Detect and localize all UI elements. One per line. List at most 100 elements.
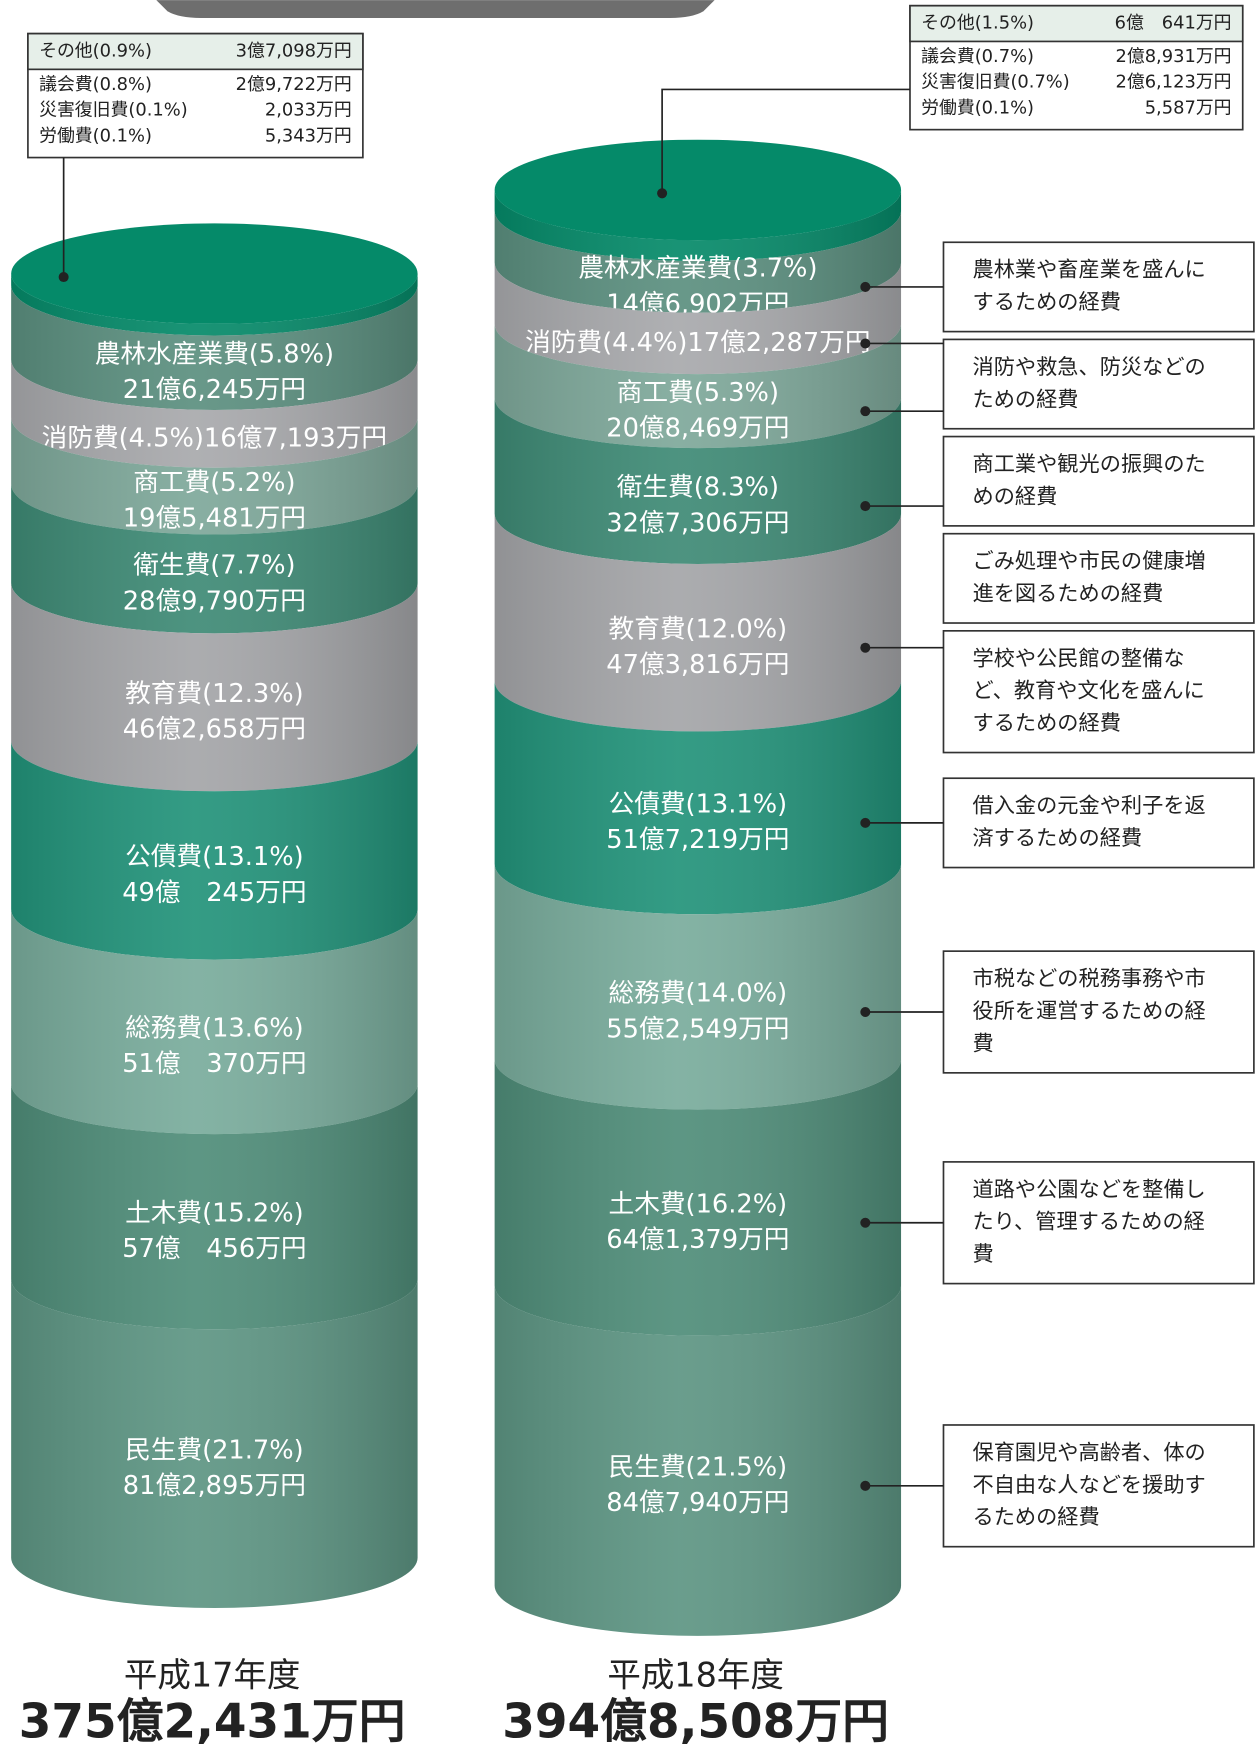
segment-amount: 28億9,790万円: [123, 586, 306, 616]
breakdown-item-amount: 5,343万円: [265, 125, 352, 146]
description-text: めの経費: [973, 484, 1058, 509]
description-text: るための経費: [973, 1505, 1100, 1530]
segment-amount: 81億2,895万円: [123, 1471, 306, 1501]
description-box: [942, 950, 1255, 1074]
description-box: [942, 1161, 1255, 1285]
segment-shade: [11, 273, 418, 336]
description-box: [942, 241, 1255, 333]
description-text: 進を図るための経費: [973, 582, 1164, 607]
segment-shade: [11, 741, 418, 960]
breakdown-item: 議会費(0.7%): [921, 46, 1034, 67]
segment-amount: 20億8,469万円: [606, 414, 789, 444]
segment-label: 農林水産業費(5.8%): [95, 339, 334, 369]
callout-dot: [860, 338, 871, 349]
description-text: 市税などの税務事務や市: [973, 967, 1206, 992]
description-text: 保育園児や高齢者、体の: [973, 1440, 1206, 1465]
description-text: 農林業や畜産業を盛んに: [973, 258, 1206, 283]
segment-label: 商工費(5.2%): [133, 468, 295, 498]
description-text: するための経費: [973, 711, 1121, 736]
callout-dot: [860, 501, 871, 512]
breakdown-item-amount: 2億9,722万円: [236, 74, 352, 95]
breakdown-item-amount: 2,033万円: [265, 100, 352, 121]
segment-shade: [11, 1279, 418, 1608]
segment-amount: 19億5,481万円: [123, 503, 306, 533]
segment-shade: [11, 583, 418, 792]
segment-shade: [494, 323, 902, 449]
description-box: [942, 629, 1255, 754]
description-text: 役所を運営するための経: [973, 999, 1206, 1024]
callout-line: [661, 88, 910, 194]
segment-amount: 47億3,816万円: [606, 650, 789, 680]
segment-shade: [494, 1285, 902, 1636]
segment-shade: [494, 1059, 902, 1336]
segment-amount: 49億 245万円: [122, 878, 306, 908]
breakdown-header: [909, 4, 1244, 43]
breakdown-item: 災害復旧費(0.7%): [921, 72, 1070, 93]
breakdown-title: その他(1.5%): [921, 13, 1034, 34]
description-text: たり、管理するための経: [973, 1210, 1205, 1235]
segment-label: 土木費(16.2%): [609, 1189, 788, 1219]
year-label: 平成18年度: [607, 1656, 784, 1695]
description-text: 借入金の元金や利子を返: [973, 794, 1206, 819]
segment-amount: 55億2,549万円: [606, 1014, 789, 1044]
callout-dot: [860, 1006, 871, 1018]
callout-dot: [860, 817, 871, 828]
breakdown-item: 労働費(0.1%): [39, 125, 152, 146]
segment-label: 公債費(13.1%): [609, 790, 788, 820]
description-text: ための経費: [973, 387, 1079, 412]
segment-shade: [494, 397, 902, 564]
callout-dot: [58, 272, 69, 283]
segment-shade: [494, 513, 902, 732]
description-box: [942, 338, 1255, 430]
segment-shade: [11, 484, 418, 634]
description-text: 費: [973, 1242, 994, 1267]
total-amount: 375億2,431万円: [19, 1695, 406, 1750]
segment-amount: 51億 370万円: [122, 1049, 306, 1079]
description-text: 学校や公民館の整備な: [973, 646, 1185, 671]
segment-shade: [11, 285, 418, 410]
breakdown-title: その他(0.9%): [39, 40, 152, 61]
segment-shade: [494, 681, 902, 915]
callout-dot: [860, 281, 871, 292]
segment-label: 農林水産業費(3.7%): [578, 254, 817, 284]
description-box: [942, 532, 1255, 624]
description-box: [942, 1424, 1255, 1548]
description-text: 道路や公園などを整備し: [973, 1177, 1206, 1202]
breakdown-item: 災害復旧費(0.1%): [39, 100, 188, 121]
segment-amount: 46億2,658万円: [123, 715, 306, 745]
segment-label: 消防費(4.5%)16億7,193万円: [42, 423, 387, 453]
segment-label: 教育費(12.3%): [125, 679, 304, 709]
segment-label: 公債費(13.1%): [125, 842, 304, 872]
callout-dot: [860, 1480, 871, 1491]
header-shadow: [156, 0, 715, 18]
segment-amount: 21億6,245万円: [123, 375, 306, 405]
segment-amount: 64億1,379万円: [606, 1225, 789, 1255]
segment-label: 土木費(15.2%): [125, 1198, 304, 1228]
callout-dot: [860, 1217, 871, 1228]
description-text: 済するための経費: [973, 826, 1143, 851]
segment-label: 商工費(5.3%): [617, 378, 779, 408]
segment-label: 教育費(12.0%): [609, 614, 788, 644]
description-text: 商工業や観光の振興のた: [973, 452, 1206, 477]
segment-amount: 84億7,940万円: [606, 1488, 789, 1518]
segment-amount: 51億7,219万円: [606, 825, 789, 855]
segment-shade: [494, 210, 902, 313]
segment-shade: [11, 359, 418, 468]
description-text: 費: [973, 1031, 994, 1056]
segment-label: 民生費(21.7%): [125, 1435, 304, 1465]
breakdown-item: 議会費(0.8%): [39, 74, 152, 95]
breakdown-amount: 3億7,098万円: [236, 40, 352, 61]
segment-label: 民生費(21.5%): [609, 1452, 788, 1482]
description-text: するための経費: [973, 290, 1121, 315]
segment-shade: [494, 262, 902, 375]
segment-label: 消防費(4.4%)17億2,287万円: [525, 328, 870, 358]
cylinder-top: [11, 223, 418, 324]
cylinder-top: [494, 139, 902, 241]
segment-shade: [11, 417, 418, 535]
segment-amount: 32億7,306万円: [606, 508, 789, 538]
callout-dot: [860, 406, 871, 417]
callout-dot: [860, 642, 871, 653]
year-label: 平成17年度: [124, 1656, 301, 1695]
description-text: 不自由な人などを援助す: [973, 1473, 1206, 1498]
